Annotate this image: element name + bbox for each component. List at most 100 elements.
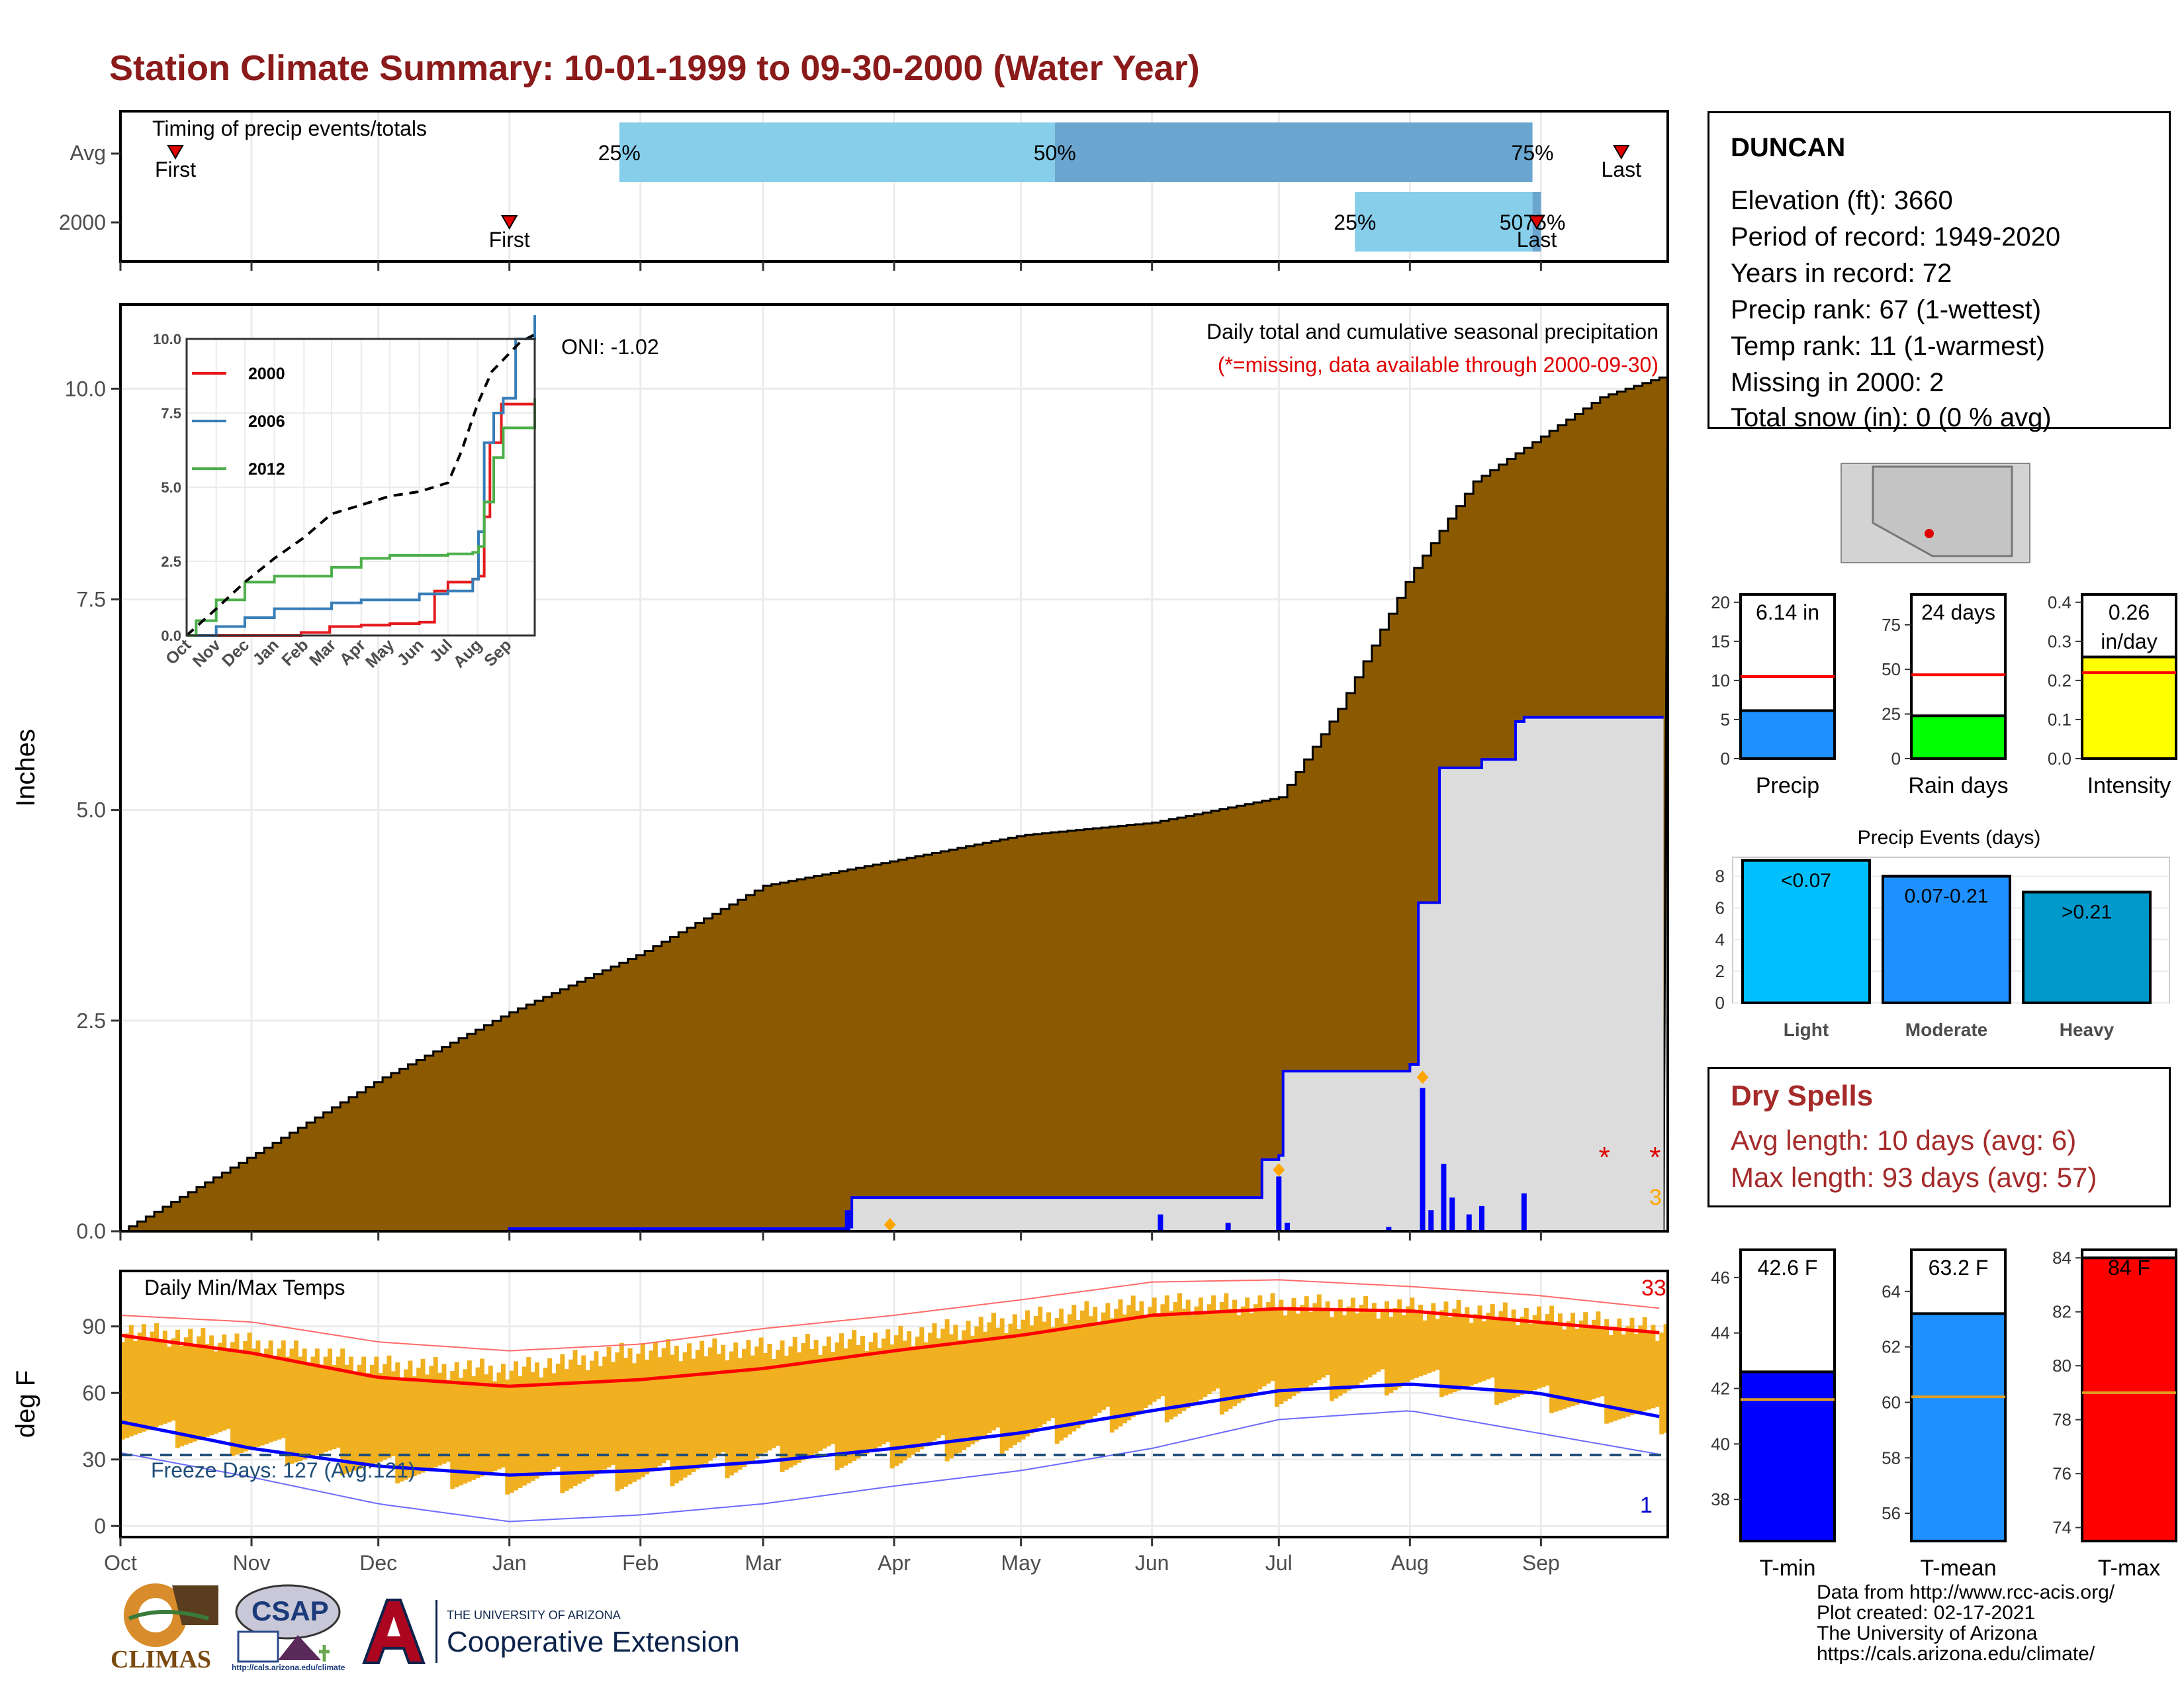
temp-daily-bar [1651,1325,1656,1409]
temp-daily-bar [1185,1299,1191,1409]
temp-daily-bar [1257,1295,1263,1389]
temp-daily-bar [1198,1297,1203,1400]
events-bar-heavy [2022,890,2152,1004]
rain-days-bar [1910,714,2007,760]
temp-daily-bar [970,1335,975,1444]
temp-daily-bar [183,1337,189,1445]
temp-daily-bar [999,1318,1005,1454]
temp-daily-bar [1042,1321,1047,1425]
ua-logo-divider [435,1600,437,1663]
precip-daily-bar [1428,1210,1434,1231]
timing-avg-p50-label: 50% [1034,141,1076,165]
temp-tmax-value-label: 84 F [2108,1256,2150,1280]
temp-daily-bar [1490,1303,1495,1378]
temp-daily-bar [1181,1308,1187,1411]
temp-daily-bar [1507,1318,1512,1400]
temp-daily-bar [1477,1305,1482,1383]
temp-daily-bar [1008,1323,1013,1448]
temp-daily-bar [281,1340,286,1438]
temp-daily-bar [1426,1311,1432,1374]
temp-daily-bar [1545,1314,1550,1386]
precip-current-cumulative-fill [120,717,1664,1231]
temp-daily-bar [1067,1314,1072,1435]
temp-daily-bar [691,1358,696,1472]
events-bar-label: >0.21 [2062,902,2112,923]
temp-daily-bar [915,1336,920,1452]
temp-daily-bar [1321,1310,1326,1378]
temp-daily-bar [1130,1295,1136,1417]
temp-x-tick-label: Sep [1522,1551,1560,1575]
inset-y-tick-label: 5.0 [161,479,181,496]
temp-daily-bar [581,1355,586,1481]
precip-total-y-tick-label: 10 [1711,671,1730,690]
temp-daily-bar [441,1364,447,1464]
temp-daily-bar [670,1354,675,1487]
timing-2000-last-label: Last [1517,228,1557,252]
temp-daily-bar [319,1364,324,1454]
temp-daily-bar [226,1350,231,1429]
temp-daily-bar [682,1352,688,1478]
events-y-tick-label: 6 [1715,898,1725,918]
temp-daily-bar [729,1351,734,1476]
temp-daily-bar [1240,1306,1246,1401]
temp-daily-bar [230,1342,236,1456]
temp-daily-bar [792,1337,797,1466]
temp-daily-bar [530,1372,535,1481]
temp-daily-bar [666,1339,671,1460]
temp-cold-count: 1 [1640,1493,1653,1518]
precip-subtitle: Daily total and cumulative seasonal prec… [1206,320,1659,344]
temp-daily-bar [686,1343,692,1476]
temp-daily-bar [259,1356,265,1446]
station-temp-rank: Temp rank: 11 (1-warmest) [1731,332,2045,361]
temp-daily-bar [1148,1307,1153,1405]
inset-border [185,338,536,637]
temp-daily-bar [1655,1340,1660,1407]
precip-daily-bar [1466,1214,1472,1231]
precip-y-axis-label: Inches [11,729,40,807]
temp-daily-bar [623,1358,629,1487]
temp-daily-bar [1397,1299,1402,1388]
temp-daily-bar [868,1342,874,1452]
temp-daily-bar [1004,1333,1009,1451]
temp-daily-bar [1033,1316,1038,1430]
temp-daily-bar [332,1364,337,1450]
temp-daily-bar [150,1331,155,1429]
timing-avg-last-label: Last [1601,158,1641,181]
temp-daily-bar [1245,1297,1250,1398]
temp-panel-label: Daily Min/Max Temps [144,1276,345,1299]
temp-daily-bar [158,1338,163,1426]
temp-daily-bar [128,1325,134,1436]
temp-tmean-bar [1910,1312,2007,1543]
map-station-marker [1925,529,1934,538]
temp-daily-bar [526,1357,531,1483]
temp-tmean-y-tick-label: 62 [1882,1337,1901,1357]
temp-daily-bar [860,1336,865,1456]
temp-daily-bar [1405,1306,1410,1383]
temp-daily-bar [1414,1313,1419,1378]
temp-daily-bar [1456,1299,1461,1391]
temp-daily-bar [809,1349,815,1456]
temp-tmean-y-tick-label: 64 [1882,1282,1901,1301]
temp-daily-bar [590,1360,595,1477]
temp-tmean-y-tick-label: 60 [1882,1392,1901,1412]
temp-daily-bar [873,1333,878,1450]
temp-daily-bar [704,1356,709,1464]
temp-daily-bar [1126,1305,1132,1421]
precip-daily-bar [1158,1214,1163,1231]
climas-logo-text: CLIMAS [111,1646,212,1673]
inset-series-line-avg [185,333,535,637]
temp-daily-bar [856,1345,861,1459]
precip-oni-label: ONI: -1.02 [561,335,659,359]
temp-daily-bar [1502,1302,1508,1402]
temp-daily-bar [1511,1309,1516,1399]
temp-daily-bar [340,1348,345,1476]
temp-daily-bar [120,1342,125,1440]
temp-daily-bar [1118,1299,1123,1427]
temp-x-tick-label: Jun [1135,1551,1169,1575]
timing-row-label-2000: 2000 [59,211,106,234]
temp-daily-bar [1592,1319,1597,1399]
precip-daily-bar [1225,1223,1231,1231]
temp-daily-bar [518,1376,523,1488]
temp-daily-bar [923,1342,929,1447]
temp-daily-bar [500,1364,506,1468]
